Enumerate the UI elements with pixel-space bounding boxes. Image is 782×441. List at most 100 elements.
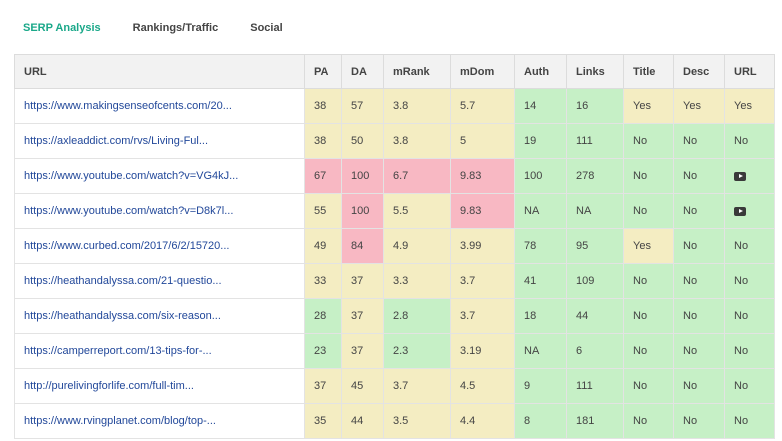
- cell-mrank: 3.8: [383, 123, 451, 159]
- cell-mdom: 5: [450, 123, 515, 159]
- cell-desc: No: [673, 123, 725, 159]
- result-url-link[interactable]: https://www.curbed.com/2017/6/2/15720...: [24, 240, 230, 252]
- result-url-link[interactable]: https://axleaddict.com/rvs/Living-Ful...: [24, 135, 209, 147]
- cell-da: 57: [341, 88, 384, 124]
- table-row: https://axleaddict.com/rvs/Living-Ful...…: [14, 123, 775, 159]
- column-header-auth[interactable]: Auth: [514, 54, 567, 89]
- cell-url-match: No: [724, 333, 775, 369]
- cell-title: No: [623, 193, 674, 229]
- tab-rankings-traffic[interactable]: Rankings/Traffic: [132, 22, 219, 34]
- cell-links: 44: [566, 298, 624, 334]
- result-url-link[interactable]: https://www.makingsenseofcents.com/20...: [24, 100, 232, 112]
- cell-url: https://www.rvingplanet.com/blog/top-...: [14, 403, 305, 439]
- cell-auth: 9: [514, 368, 567, 404]
- cell-da: 44: [341, 403, 384, 439]
- table-row: https://www.makingsenseofcents.com/20...…: [14, 88, 775, 124]
- cell-pa: 55: [304, 193, 342, 229]
- cell-mdom: 3.19: [450, 333, 515, 369]
- cell-links: 6: [566, 333, 624, 369]
- cell-pa: 38: [304, 88, 342, 124]
- cell-title: No: [623, 158, 674, 194]
- cell-url-match: No: [724, 368, 775, 404]
- table-row: https://heathandalyssa.com/six-reason...…: [14, 298, 775, 334]
- cell-links: 278: [566, 158, 624, 194]
- cell-mdom: 3.7: [450, 263, 515, 299]
- cell-auth: 18: [514, 298, 567, 334]
- cell-title: No: [623, 333, 674, 369]
- result-url-link[interactable]: https://heathandalyssa.com/21-questio...: [24, 275, 222, 287]
- cell-pa: 49: [304, 228, 342, 264]
- cell-mdom: 9.83: [450, 158, 515, 194]
- cell-url-match: No: [724, 403, 775, 439]
- column-header-title[interactable]: Title: [623, 54, 674, 89]
- column-header-da[interactable]: DA: [341, 54, 384, 89]
- column-header-mdom[interactable]: mDom: [450, 54, 515, 89]
- cell-links: 109: [566, 263, 624, 299]
- serp-table: URL PA DA mRank mDom Auth Links Title De…: [14, 54, 775, 439]
- cell-mrank: 6.7: [383, 158, 451, 194]
- cell-mrank: 5.5: [383, 193, 451, 229]
- cell-url: https://www.makingsenseofcents.com/20...: [14, 88, 305, 124]
- column-header-mrank[interactable]: mRank: [383, 54, 451, 89]
- cell-links: 95: [566, 228, 624, 264]
- cell-url: https://axleaddict.com/rvs/Living-Ful...: [14, 123, 305, 159]
- cell-url: https://heathandalyssa.com/six-reason...: [14, 298, 305, 334]
- cell-links: 111: [566, 368, 624, 404]
- cell-pa: 28: [304, 298, 342, 334]
- cell-title: No: [623, 368, 674, 404]
- cell-mdom: 3.99: [450, 228, 515, 264]
- cell-da: 100: [341, 193, 384, 229]
- cell-da: 100: [341, 158, 384, 194]
- cell-pa: 38: [304, 123, 342, 159]
- tab-social[interactable]: Social: [250, 22, 283, 34]
- cell-mrank: 3.8: [383, 88, 451, 124]
- result-url-link[interactable]: https://heathandalyssa.com/six-reason...: [24, 310, 221, 322]
- table-row: https://www.youtube.com/watch?v=VG4kJ...…: [14, 158, 775, 194]
- cell-pa: 67: [304, 158, 342, 194]
- table-row: https://www.youtube.com/watch?v=D8k7l...…: [14, 193, 775, 229]
- cell-url-match: Yes: [724, 88, 775, 124]
- table-row: http://purelivingforlife.com/full-tim...…: [14, 368, 775, 404]
- cell-mdom: 4.5: [450, 368, 515, 404]
- cell-url-match: No: [724, 228, 775, 264]
- column-header-url-match[interactable]: URL: [724, 54, 775, 89]
- cell-mdom: 5.7: [450, 88, 515, 124]
- result-url-link[interactable]: http://purelivingforlife.com/full-tim...: [24, 380, 194, 392]
- cell-desc: No: [673, 263, 725, 299]
- result-url-link[interactable]: https://www.rvingplanet.com/blog/top-...: [24, 415, 216, 427]
- cell-links: 181: [566, 403, 624, 439]
- cell-auth: 19: [514, 123, 567, 159]
- cell-pa: 37: [304, 368, 342, 404]
- cell-desc: No: [673, 298, 725, 334]
- result-url-link[interactable]: https://www.youtube.com/watch?v=VG4kJ...: [24, 170, 239, 182]
- table-row: https://www.curbed.com/2017/6/2/15720...…: [14, 228, 775, 264]
- cell-desc: No: [673, 333, 725, 369]
- cell-pa: 35: [304, 403, 342, 439]
- column-header-pa[interactable]: PA: [304, 54, 342, 89]
- cell-desc: No: [673, 403, 725, 439]
- result-url-link[interactable]: https://www.youtube.com/watch?v=D8k7l...: [24, 205, 234, 217]
- tab-serp-analysis[interactable]: SERP Analysis: [23, 22, 101, 34]
- column-header-desc[interactable]: Desc: [673, 54, 725, 89]
- cell-url: https://www.curbed.com/2017/6/2/15720...: [14, 228, 305, 264]
- cell-da: 84: [341, 228, 384, 264]
- cell-links: 111: [566, 123, 624, 159]
- cell-mrank: 3.7: [383, 368, 451, 404]
- cell-url-match: No: [724, 123, 775, 159]
- cell-mdom: 3.7: [450, 298, 515, 334]
- cell-auth: NA: [514, 193, 567, 229]
- cell-pa: 23: [304, 333, 342, 369]
- cell-desc: No: [673, 158, 725, 194]
- cell-auth: NA: [514, 333, 567, 369]
- cell-title: No: [623, 298, 674, 334]
- result-url-link[interactable]: https://camperreport.com/13-tips-for-...: [24, 345, 212, 357]
- cell-links: NA: [566, 193, 624, 229]
- table-row: https://camperreport.com/13-tips-for-...…: [14, 333, 775, 369]
- column-header-links[interactable]: Links: [566, 54, 624, 89]
- cell-mrank: 4.9: [383, 228, 451, 264]
- table-row: https://heathandalyssa.com/21-questio...…: [14, 263, 775, 299]
- cell-title: No: [623, 263, 674, 299]
- cell-mrank: 2.3: [383, 333, 451, 369]
- column-header-url[interactable]: URL: [14, 54, 305, 89]
- cell-auth: 14: [514, 88, 567, 124]
